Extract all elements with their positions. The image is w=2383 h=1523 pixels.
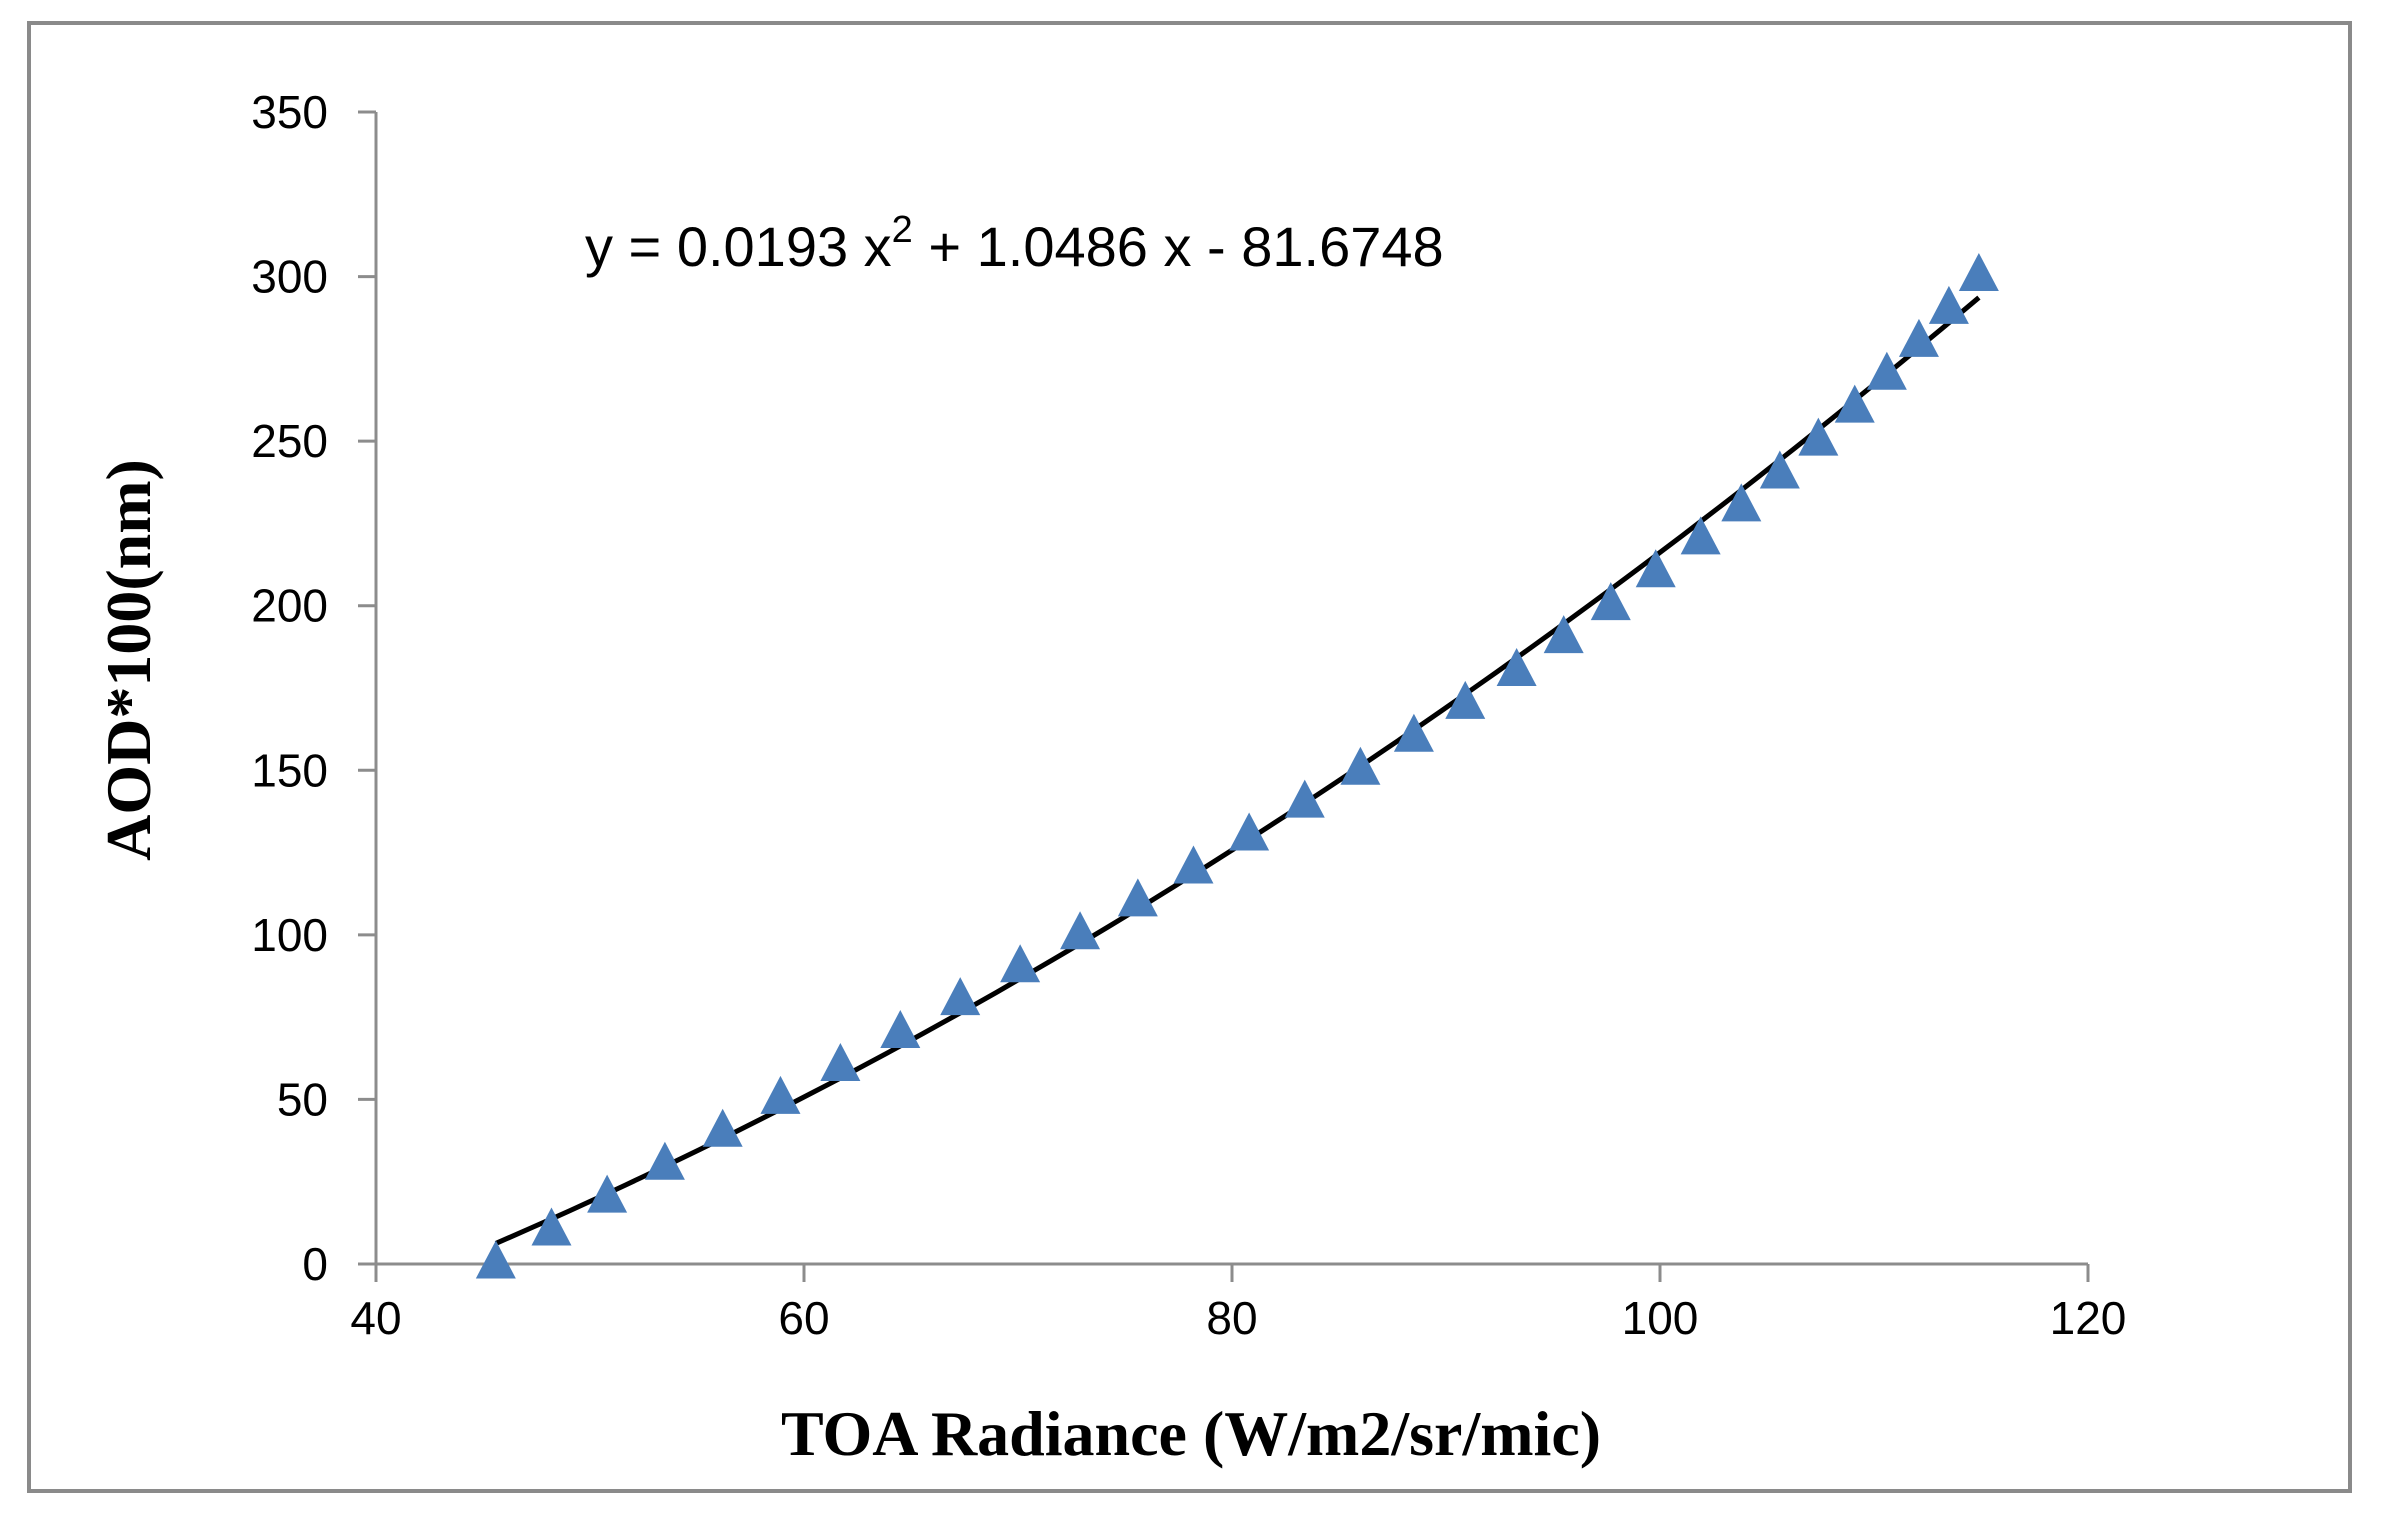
- trendline-curve: [494, 295, 1981, 1246]
- equation-tail: + 1.0486 x - 81.6748: [913, 215, 1444, 278]
- data-point: [1958, 253, 1999, 292]
- data-point: [1060, 911, 1101, 950]
- data-point: [1866, 351, 1907, 390]
- data-point: [1229, 812, 1270, 851]
- data-point: [820, 1042, 861, 1081]
- y-tick-label: 0: [302, 1238, 328, 1290]
- data-point: [880, 1010, 921, 1049]
- y-ticks: 0 50 100 150 200 250 300 350: [251, 86, 376, 1290]
- trendline-equation: y = 0.0193 x2 + 1.0486 x - 81.6748: [585, 209, 1444, 278]
- data-point: [531, 1207, 572, 1246]
- y-tick-label: 150: [251, 744, 328, 796]
- data-point: [1635, 549, 1676, 588]
- x-tick-label: 80: [1206, 1292, 1257, 1344]
- data-point: [587, 1174, 628, 1213]
- x-axis-title: TOA Radiance (W/m2/sr/mic): [781, 1398, 1601, 1469]
- data-point: [1898, 318, 1939, 357]
- equation-main: y = 0.0193 x: [585, 215, 892, 278]
- data-point: [475, 1240, 516, 1279]
- data-point: [1000, 944, 1041, 983]
- data-point: [1680, 516, 1721, 555]
- x-tick-label: 120: [2050, 1292, 2127, 1344]
- x-tick-label: 100: [1622, 1292, 1699, 1344]
- data-point: [1928, 285, 1969, 324]
- y-tick-label: 350: [251, 86, 328, 138]
- data-point: [1543, 615, 1584, 654]
- equation-superscript: 2: [892, 209, 913, 251]
- data-point: [1759, 450, 1800, 489]
- data-point: [1117, 878, 1158, 917]
- data-point: [1393, 713, 1434, 752]
- data-points: [475, 253, 1999, 1279]
- y-tick-label: 300: [251, 251, 328, 303]
- data-point: [940, 977, 981, 1016]
- data-point: [644, 1141, 685, 1180]
- data-point: [1340, 746, 1381, 785]
- y-tick-label: 250: [251, 415, 328, 467]
- data-point: [702, 1108, 743, 1147]
- x-ticks: 40 60 80 100 120: [350, 1264, 2126, 1344]
- y-tick-label: 100: [251, 909, 328, 961]
- data-point: [1590, 582, 1631, 621]
- y-axis-title: AOD*100(nm): [93, 459, 164, 861]
- axes: [374, 112, 2088, 1266]
- data-point: [760, 1075, 801, 1114]
- data-point: [1284, 779, 1325, 818]
- data-point: [1798, 417, 1839, 456]
- y-tick-label: 200: [251, 580, 328, 632]
- data-point: [1834, 384, 1875, 423]
- data-point: [1173, 845, 1214, 884]
- x-tick-label: 60: [778, 1292, 829, 1344]
- data-point: [1496, 647, 1537, 686]
- data-point: [1721, 483, 1762, 522]
- chart-frame: [27, 21, 2352, 1493]
- y-tick-label: 50: [277, 1073, 328, 1125]
- trendline: [494, 295, 1981, 1246]
- data-point: [1445, 680, 1486, 719]
- x-tick-label: 40: [350, 1292, 401, 1344]
